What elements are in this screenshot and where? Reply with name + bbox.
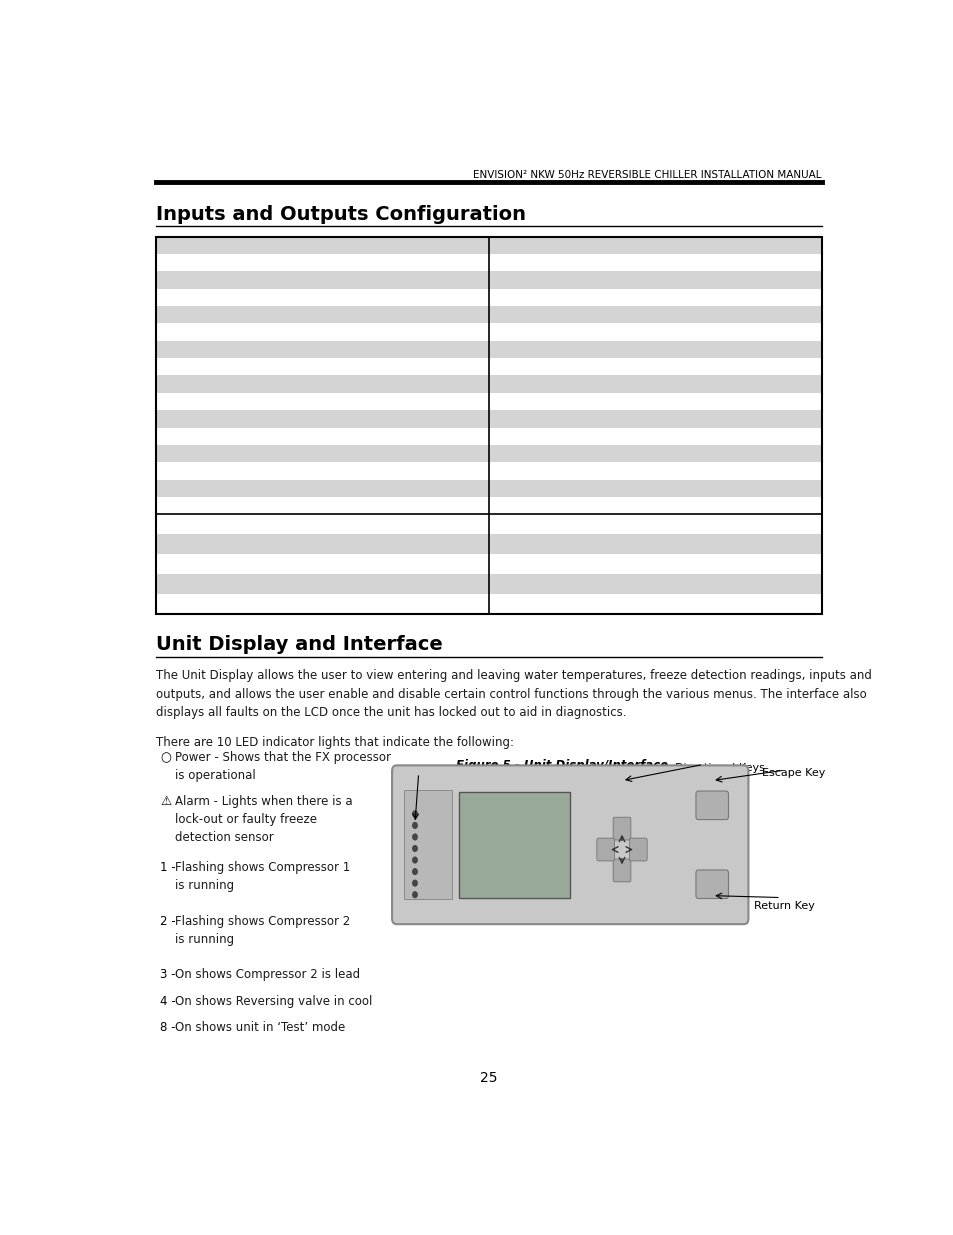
Bar — [488, 341, 821, 358]
Bar — [156, 341, 488, 358]
FancyBboxPatch shape — [629, 839, 646, 861]
Circle shape — [413, 892, 416, 898]
Bar — [156, 555, 488, 574]
Text: Alarm - Lights when there is a
lock-out or faulty freeze
detection sensor: Alarm - Lights when there is a lock-out … — [174, 795, 352, 844]
Text: Flashing shows Compressor 2
is running: Flashing shows Compressor 2 is running — [174, 915, 350, 946]
Text: Inputs and Outputs Configuration: Inputs and Outputs Configuration — [156, 205, 526, 225]
Bar — [156, 427, 488, 445]
Bar — [488, 254, 821, 272]
Text: Directional Keys: Directional Keys — [675, 762, 764, 773]
FancyBboxPatch shape — [695, 869, 728, 899]
Text: There are 10 LED indicator lights that indicate the following:: There are 10 LED indicator lights that i… — [156, 736, 514, 748]
Bar — [156, 462, 488, 479]
Bar — [156, 237, 821, 614]
Circle shape — [413, 811, 416, 816]
Bar — [488, 555, 821, 574]
Bar — [156, 272, 488, 289]
Bar — [156, 594, 488, 614]
Bar — [488, 324, 821, 341]
Bar — [488, 535, 821, 555]
Text: LEDs: LEDs — [396, 771, 423, 781]
Circle shape — [413, 868, 416, 874]
Bar — [156, 237, 821, 614]
Text: ENVISION² NKW 50Hz REVERSIBLE CHILLER INSTALLATION MANUAL: ENVISION² NKW 50Hz REVERSIBLE CHILLER IN… — [473, 170, 821, 180]
Bar — [488, 462, 821, 479]
Bar — [156, 535, 488, 555]
Text: 2 -: 2 - — [160, 915, 175, 927]
Bar — [156, 254, 488, 272]
Bar — [156, 324, 488, 341]
Text: 4 -: 4 - — [160, 994, 175, 1008]
Bar — [156, 358, 488, 375]
Bar — [156, 574, 488, 594]
Bar — [156, 393, 488, 410]
Bar — [156, 514, 488, 535]
Circle shape — [413, 857, 416, 863]
Bar — [488, 306, 821, 324]
Bar — [488, 496, 821, 514]
Text: ⚠: ⚠ — [160, 795, 171, 808]
Bar — [156, 479, 488, 496]
Text: On shows unit in ‘Test’ mode: On shows unit in ‘Test’ mode — [174, 1021, 345, 1034]
Bar — [488, 289, 821, 306]
FancyBboxPatch shape — [597, 839, 614, 861]
Bar — [488, 272, 821, 289]
Bar — [488, 427, 821, 445]
Text: 8 -: 8 - — [160, 1021, 175, 1034]
Bar — [488, 410, 821, 427]
Text: Escape Key: Escape Key — [761, 768, 825, 778]
Text: The Unit Display allows the user to view entering and leaving water temperatures: The Unit Display allows the user to view… — [156, 669, 871, 719]
Bar — [488, 237, 821, 254]
Text: On shows Reversing valve in cool: On shows Reversing valve in cool — [174, 994, 372, 1008]
Bar — [156, 445, 488, 462]
Text: Unit Display and Interface: Unit Display and Interface — [156, 635, 442, 655]
FancyBboxPatch shape — [613, 860, 630, 882]
Bar — [488, 393, 821, 410]
Text: Figure 5 - Unit Display/Interface: Figure 5 - Unit Display/Interface — [456, 758, 667, 772]
FancyBboxPatch shape — [613, 818, 630, 840]
Text: Return Key: Return Key — [753, 902, 814, 911]
Bar — [488, 514, 821, 535]
Bar — [488, 574, 821, 594]
Circle shape — [413, 834, 416, 840]
Bar — [403, 790, 452, 899]
Text: 3 -: 3 - — [160, 968, 175, 981]
Bar — [156, 496, 488, 514]
Bar — [156, 289, 488, 306]
Circle shape — [413, 846, 416, 851]
Circle shape — [413, 881, 416, 885]
FancyBboxPatch shape — [392, 766, 748, 924]
Bar — [459, 792, 570, 898]
Bar — [488, 445, 821, 462]
Bar — [156, 410, 488, 427]
Text: 25: 25 — [479, 1071, 497, 1086]
Text: On shows Compressor 2 is lead: On shows Compressor 2 is lead — [174, 968, 359, 981]
Bar — [156, 375, 488, 393]
Bar — [488, 358, 821, 375]
FancyBboxPatch shape — [695, 792, 728, 820]
Bar — [488, 375, 821, 393]
Text: Power - Shows that the FX processor
is operational: Power - Shows that the FX processor is o… — [174, 751, 391, 782]
Bar — [488, 479, 821, 496]
Text: ○: ○ — [160, 751, 171, 764]
Bar — [156, 237, 488, 254]
Bar — [156, 306, 488, 324]
Circle shape — [413, 823, 416, 829]
Text: Flashing shows Compressor 1
is running: Flashing shows Compressor 1 is running — [174, 862, 350, 893]
Bar — [488, 594, 821, 614]
Text: 1 -: 1 - — [160, 862, 175, 874]
